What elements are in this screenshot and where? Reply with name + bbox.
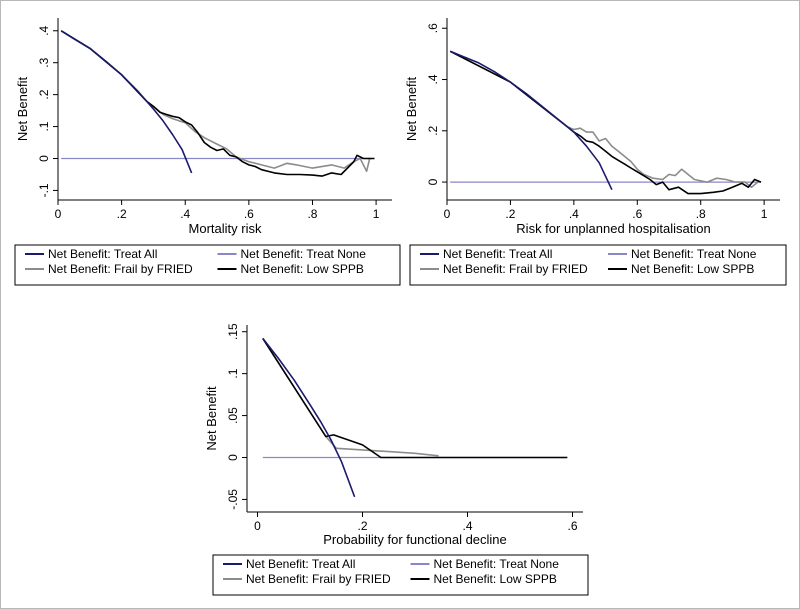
series-line-net-benefit-low-sppb	[60, 30, 375, 177]
x-tick-label: .2	[117, 207, 127, 221]
legend-label: Net Benefit: Treat None	[631, 247, 757, 261]
legend-label: Net Benefit: Low SPPB	[241, 262, 364, 276]
x-tick-label: .6	[632, 207, 642, 221]
legend-label: Net Benefit: Treat None	[434, 557, 560, 571]
y-tick-label: -.05	[226, 489, 240, 510]
y-tick-label: 0	[226, 454, 240, 461]
y-tick-label: .15	[226, 323, 240, 340]
legend-box	[14, 244, 401, 286]
y-tick-label: .1	[226, 368, 240, 378]
x-tick-label: .4	[462, 519, 472, 533]
y-tick-label: 0	[37, 155, 51, 162]
x-tick-label: .6	[244, 207, 254, 221]
series-line-net-benefit-treat-all	[449, 50, 613, 191]
x-tick-label: .8	[696, 207, 706, 221]
legend-label: Net Benefit: Treat All	[246, 557, 355, 571]
legend-label: Net Benefit: Frail by FRIED	[246, 572, 391, 586]
legend-box	[212, 554, 589, 596]
legend-label: Net Benefit: Frail by FRIED	[443, 262, 588, 276]
x-tick-label: 0	[444, 207, 451, 221]
y-axis-title: Net Benefit	[204, 386, 219, 451]
legend-label: Net Benefit: Treat None	[241, 247, 367, 261]
x-tick-label: 0	[55, 207, 62, 221]
legend: Net Benefit: Treat All Net Benefit: Treat…	[409, 244, 787, 286]
y-tick-label: .05	[226, 407, 240, 424]
y-tick-label: -.1	[37, 183, 51, 197]
y-tick-label: .4	[37, 25, 51, 35]
legend-label: Net Benefit: Low SPPB	[434, 572, 557, 586]
x-axis-title: Risk for unplanned hospitalisation	[516, 221, 710, 236]
legend-label: Net Benefit: Frail by FRIED	[48, 262, 193, 276]
x-tick-label: .2	[357, 519, 367, 533]
x-axis-title: Probability for functional decline	[323, 532, 507, 547]
legend-box	[409, 244, 787, 286]
y-tick-label: .3	[37, 57, 51, 67]
x-tick-label: 1	[373, 207, 380, 221]
series-line-net-benefit-low-sppb	[262, 337, 568, 459]
x-tick-label: .8	[307, 207, 317, 221]
y-tick-label: .2	[426, 125, 440, 135]
series-line-net-benefit-frail-by-fried	[449, 50, 759, 188]
legend: Net Benefit: Treat All Net Benefit: Treat…	[14, 244, 401, 286]
series-line-net-benefit-treat-all	[60, 30, 193, 174]
y-tick-label: .1	[37, 121, 51, 131]
y-tick-label: .6	[426, 23, 440, 33]
x-axis-title: Mortality risk	[189, 221, 262, 236]
x-tick-label: .4	[569, 207, 579, 221]
x-tick-label: 1	[761, 207, 768, 221]
y-tick-label: 0	[426, 178, 440, 185]
legend: Net Benefit: Treat All Net Benefit: Treat…	[212, 554, 589, 596]
legend-label: Net Benefit: Treat All	[48, 247, 157, 261]
series-line-net-benefit-low-sppb	[449, 50, 762, 195]
y-axis-title: Net Benefit	[15, 76, 30, 141]
x-tick-label: .6	[567, 519, 577, 533]
x-tick-label: .2	[505, 207, 515, 221]
legend-label: Net Benefit: Low SPPB	[631, 262, 754, 276]
chart-3: 0 .2 .4 .6 -.05 0 .05 .1 .15 Probability for func…	[204, 323, 589, 596]
x-tick-label: 0	[254, 519, 261, 533]
y-tick-label: .4	[426, 74, 440, 84]
legend-label: Net Benefit: Treat All	[443, 247, 552, 261]
series-line-net-benefit-frail-by-fried	[262, 337, 439, 457]
x-tick-label: .4	[180, 207, 190, 221]
y-tick-label: .2	[37, 89, 51, 99]
series-line-net-benefit-treat-all	[262, 337, 356, 498]
y-axis-title: Net Benefit	[404, 76, 419, 141]
